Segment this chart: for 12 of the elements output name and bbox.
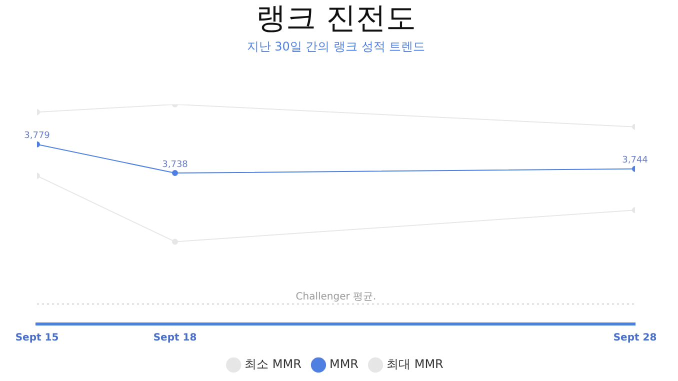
ref-line-label: Challenger 평균. [296,292,376,303]
data-label: 3,738 [162,160,188,170]
chart-subtitle: 지난 30일 간의 랭크 성적 트렌드 [246,39,426,54]
legend-label: 최대 MMR [386,357,444,372]
x-tick-label: Sept 18 [153,332,197,344]
data-label: 3,744 [622,156,648,166]
x-tick-label: Sept 15 [15,332,59,344]
legend-label: MMR [329,357,359,372]
legend-label: 최소 MMR [244,357,302,372]
x-tick-label: Sept 28 [613,332,657,344]
data-label: 3,779 [24,131,50,142]
chart-title: 랭크 진전도 [256,0,416,36]
